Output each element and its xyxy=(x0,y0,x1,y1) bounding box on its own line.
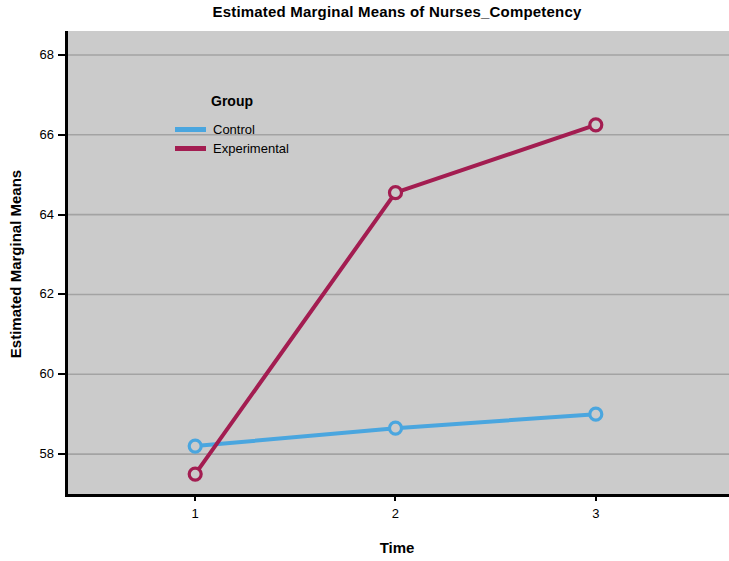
data-point-marker xyxy=(389,187,401,199)
y-tick-mark xyxy=(58,373,65,375)
y-tick-label: 62 xyxy=(0,286,54,301)
x-tick-label: 3 xyxy=(576,506,616,521)
x-tick-mark xyxy=(394,497,396,501)
legend-item-control: Control xyxy=(175,120,289,139)
legend: Group Control Experimental xyxy=(175,93,289,158)
data-point-marker xyxy=(590,408,602,420)
y-tick-label: 60 xyxy=(0,366,54,381)
emm-chart-figure: Estimated Marginal Means of Nurses_Compe… xyxy=(0,0,729,561)
data-point-marker xyxy=(189,468,201,480)
y-tick-label: 66 xyxy=(0,127,54,142)
y-tick-label: 58 xyxy=(0,446,54,461)
legend-label-experimental: Experimental xyxy=(213,141,289,156)
chart-title: Estimated Marginal Means of Nurses_Compe… xyxy=(65,3,729,20)
y-tick-mark xyxy=(58,453,65,455)
x-axis-title: Time xyxy=(65,539,729,556)
y-tick-mark xyxy=(58,134,65,136)
y-tick-mark xyxy=(58,214,65,216)
legend-item-experimental: Experimental xyxy=(175,139,289,158)
x-tick-mark xyxy=(194,497,196,501)
data-point-marker xyxy=(189,440,201,452)
legend-label-control: Control xyxy=(213,122,255,137)
series-plot-canvas xyxy=(68,31,729,494)
control-line-swatch xyxy=(175,127,206,132)
x-tick-label: 2 xyxy=(375,506,415,521)
y-tick-label: 68 xyxy=(0,47,54,62)
y-tick-mark xyxy=(58,54,65,56)
x-tick-label: 1 xyxy=(175,506,215,521)
experimental-line-swatch xyxy=(175,146,206,151)
legend-title: Group xyxy=(211,93,289,109)
x-tick-mark xyxy=(595,497,597,501)
y-axis-title: Estimated Marginal Means xyxy=(7,170,24,358)
plot-area: Group Control Experimental xyxy=(65,31,729,497)
data-point-marker xyxy=(389,422,401,434)
y-tick-mark xyxy=(58,293,65,295)
data-point-marker xyxy=(590,119,602,131)
y-tick-label: 64 xyxy=(0,207,54,222)
